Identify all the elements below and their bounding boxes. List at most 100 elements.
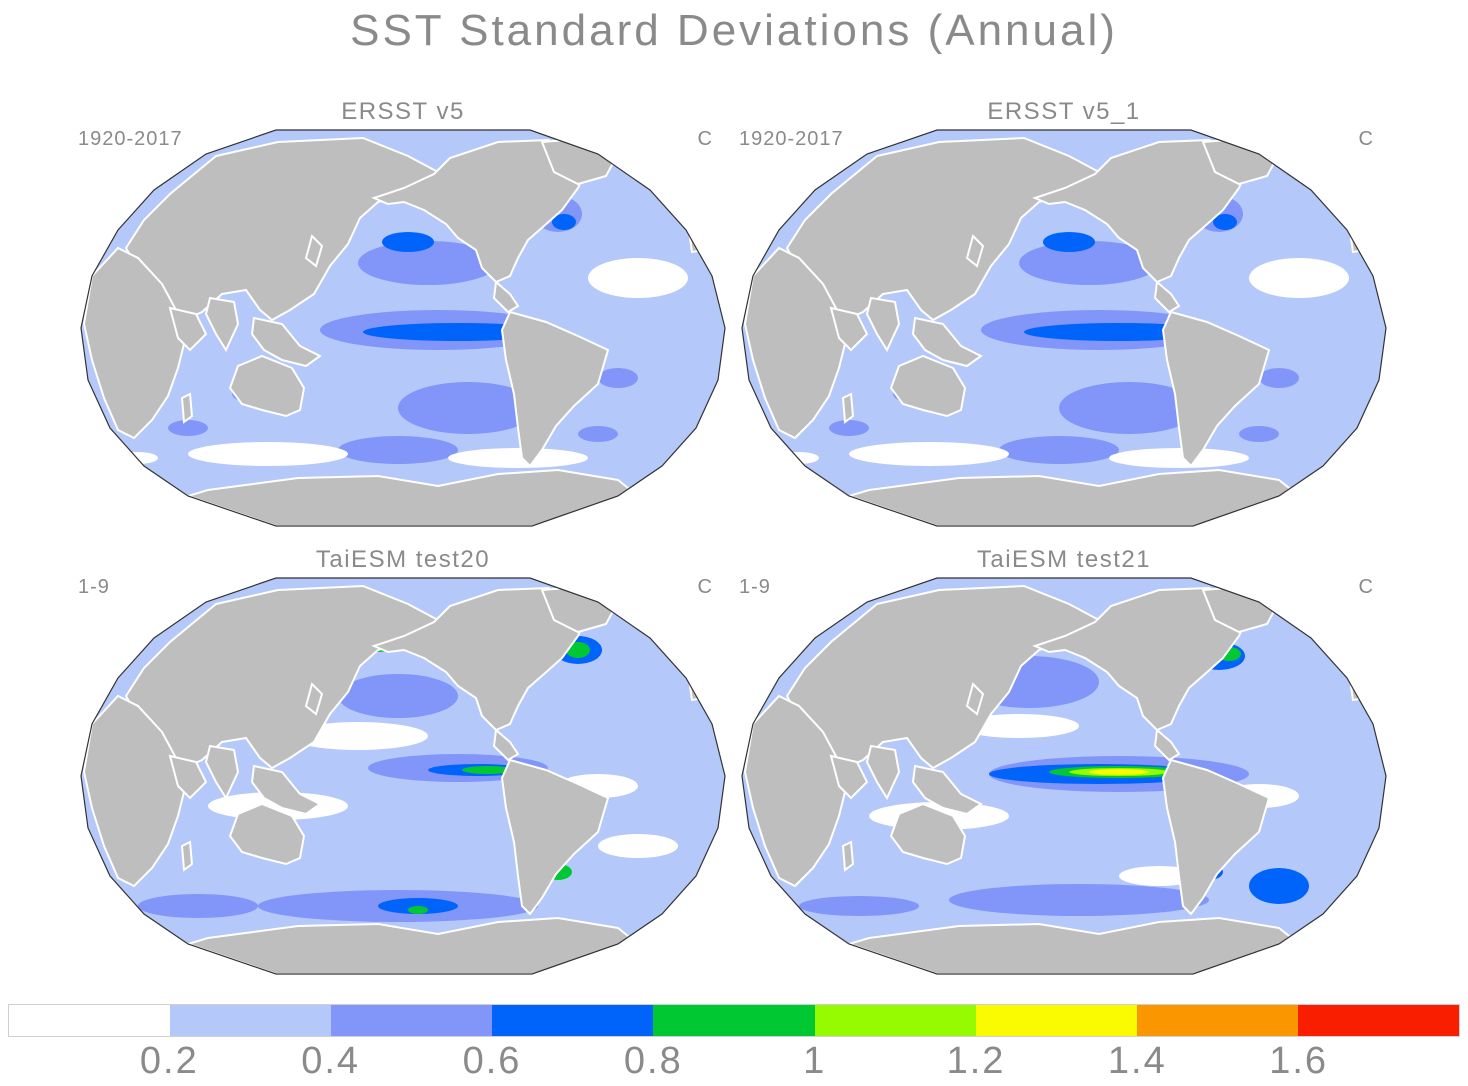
landmass — [865, 744, 901, 801]
landmass — [168, 306, 208, 352]
landmass — [865, 296, 901, 353]
landmass — [250, 316, 322, 368]
landmass — [1032, 138, 1249, 284]
map-border — [741, 577, 1387, 975]
map-border — [80, 129, 726, 527]
sst-contour — [949, 884, 1209, 916]
colorbar-tick-label: 1.2 — [946, 1040, 1006, 1082]
landmass — [204, 744, 240, 801]
landmass — [743, 694, 849, 888]
landmass — [841, 392, 855, 424]
sst-contour — [1019, 241, 1159, 285]
map-border — [80, 577, 726, 975]
sst-contour — [552, 214, 576, 230]
colorbar-swatch — [1136, 1005, 1298, 1036]
landmass — [1161, 310, 1271, 468]
landmass — [180, 392, 194, 424]
landmass — [829, 306, 869, 352]
landmass — [180, 840, 194, 872]
sst-contour — [598, 368, 638, 388]
map-panel-3: TaiESM test20 1-9 C — [78, 546, 742, 986]
panel-period: 1-9 — [78, 576, 110, 598]
landmass — [500, 310, 610, 468]
colorbar-swatch — [814, 1005, 976, 1036]
sst-contour — [338, 436, 458, 464]
landmass — [1153, 728, 1181, 762]
landmass — [1153, 280, 1181, 314]
sst-contour — [1213, 214, 1237, 230]
sst-contour — [398, 382, 538, 434]
landmass — [911, 764, 983, 816]
colorbar-tick-label: 1.6 — [1269, 1040, 1329, 1082]
sst-contour — [959, 714, 1079, 738]
landmass — [204, 296, 240, 353]
colorbar-tick-label: 1.4 — [1107, 1040, 1167, 1082]
sst-contour — [188, 442, 348, 466]
panel-title: TaiESM test20 — [315, 546, 491, 573]
map-border — [741, 129, 1387, 527]
sst-contour — [382, 232, 434, 252]
landmass — [371, 586, 588, 732]
map-panel-2: ERSST v5_1 1920-2017 C — [739, 98, 1403, 538]
panel-title: TaiESM test21 — [976, 546, 1152, 573]
landmass — [500, 758, 610, 916]
landmass — [492, 728, 520, 762]
sst-contour — [849, 442, 1009, 466]
sst-contour — [1043, 232, 1095, 252]
world-map — [741, 577, 1387, 975]
sst-contour — [566, 642, 590, 658]
sst-contour — [1089, 769, 1149, 775]
world-map — [741, 129, 1387, 527]
colorbar-tick-label: 0.2 — [139, 1040, 199, 1082]
colorbar — [8, 1004, 1460, 1037]
landmass — [82, 246, 188, 440]
colorbar-tick-label: 1 — [803, 1040, 827, 1082]
sst-contour — [138, 894, 258, 918]
sst-contour — [799, 896, 919, 916]
landmass — [1032, 586, 1249, 732]
figure-title: SST Standard Deviations (Annual) — [350, 6, 1118, 55]
sst-contour — [1059, 382, 1199, 434]
panel-title: ERSST v5_1 — [987, 98, 1141, 125]
landmass — [841, 840, 855, 872]
sst-contour — [999, 436, 1119, 464]
map-panel-4: TaiESM test21 1-9 C — [739, 546, 1403, 986]
sst-contour — [118, 452, 158, 464]
colorbar-swatch — [331, 1005, 493, 1036]
landmass — [889, 354, 967, 418]
colorbar-swatch — [1297, 1005, 1459, 1036]
sst-contour — [168, 420, 208, 436]
sst-contour — [288, 722, 428, 750]
colorbar-tick-label: 0.8 — [623, 1040, 683, 1082]
landmass — [304, 234, 324, 268]
map-panel-1: ERSST v5 1920-2017 C — [78, 98, 742, 538]
landmass — [829, 754, 869, 800]
colorbar-tick-label: 0.4 — [301, 1040, 361, 1082]
panel-period: 1-9 — [739, 576, 771, 598]
landmass — [82, 694, 188, 888]
panel-period: 1920-2017 — [78, 128, 183, 150]
colorbar-swatch — [975, 1005, 1137, 1036]
sst-contour — [578, 426, 618, 442]
landmass — [965, 682, 985, 716]
landmass — [911, 316, 983, 368]
landmass — [228, 802, 306, 866]
landmass — [250, 764, 322, 816]
sst-contour — [1109, 448, 1249, 468]
landmass — [228, 354, 306, 418]
sst-contour — [598, 834, 678, 858]
landmass — [889, 802, 967, 866]
sst-contour — [338, 674, 458, 718]
landmass — [304, 682, 324, 716]
landmass — [492, 280, 520, 314]
sst-contour — [588, 258, 688, 298]
colorbar-tick-label: 0.6 — [462, 1040, 522, 1082]
panel-unit: C — [1358, 576, 1373, 598]
world-map — [80, 129, 726, 527]
colorbar-swatch — [492, 1005, 654, 1036]
colorbar-swatch — [170, 1005, 332, 1036]
landmass — [371, 138, 588, 284]
panel-unit: C — [1358, 128, 1373, 150]
landmass — [743, 246, 849, 440]
landmass — [168, 754, 208, 800]
